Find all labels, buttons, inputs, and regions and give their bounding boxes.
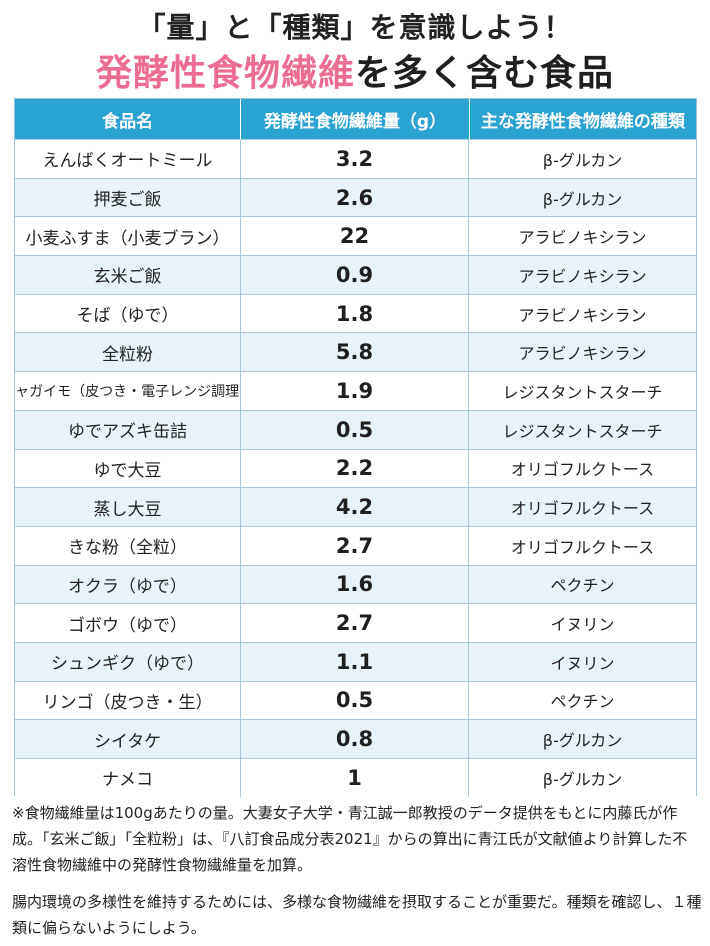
headline-rest: を多く含む食品	[355, 53, 615, 94]
fiber-type-cell: オリゴフルクトース	[510, 499, 655, 519]
fiber-type-cell: アラビノキシラン	[518, 228, 647, 248]
table-row: オクラ（ゆで） 1.6 ペクチン	[15, 564, 696, 604]
fiber-type-cell: β-グルカン	[542, 189, 623, 209]
fiber-amount-cell: 0.5	[241, 681, 469, 720]
fiber-amount-cell: 2.2	[241, 449, 469, 488]
table-row: ナメコ 1 β-グルカン	[15, 758, 696, 797]
table-row: 押麦ご飯 2.6 β-グルカン	[15, 177, 696, 217]
food-name-cell: シイタケ	[15, 720, 241, 758]
food-name-cell: そば（ゆで）	[15, 294, 241, 333]
table-row: シュンギク（ゆで） 1.1 イヌリン	[15, 641, 696, 681]
headline-top: 「量」と「種類」を意識しよう！	[137, 11, 573, 44]
fiber-amount-cell: 3.2	[241, 140, 469, 178]
table-row: ジャガイモ（皮つき・電子レンジ調理）1.9 レジスタントスターチ	[15, 371, 696, 410]
source-note: ※食物繊維量は100gあたりの量。大妻女子大学・青江誠一郎教授のデータ提供をもと…	[12, 804, 688, 874]
table-header: 食品名 発酵性食物繊維量（g） 主な発酵性食物繊維の種類	[15, 99, 696, 139]
table-row: シイタケ 0.8 β-グルカン	[15, 719, 696, 758]
food-name-cell: 小麦ふすま（小麦ブラン）	[15, 217, 241, 256]
table-row: 小麦ふすま（小麦ブラン） 22 アラビノキシラン	[15, 216, 696, 256]
fiber-amount-cell: 5.8	[241, 333, 469, 372]
food-name-cell: オクラ（ゆで）	[15, 565, 241, 604]
table-row: 蒸し大豆 4.2 オリゴフルクトース	[15, 487, 696, 526]
fiber-type-cell: オリゴフルクトース	[510, 537, 655, 557]
food-name-cell: 押麦ご飯	[15, 178, 241, 217]
table-row: 全粒粉 5.8 アラビノキシラン	[15, 332, 696, 372]
fiber-type-cell: レジスタントスターチ	[502, 421, 663, 441]
column-header-food: 食品名	[15, 99, 242, 139]
food-name-cell: ゆで大豆	[15, 449, 241, 488]
fiber-amount-cell: 2.7	[241, 526, 469, 565]
fiber-type-cell: レジスタントスターチ	[502, 382, 663, 402]
fiber-amount-cell: 1.9	[241, 372, 469, 410]
fiber-type-cell: ペクチン	[550, 692, 615, 712]
fiber-amount-cell: 0.9	[241, 256, 469, 294]
table-row: ゆで大豆 2.2 オリゴフルクトース	[15, 448, 696, 488]
food-name-cell: きな粉（全粒）	[15, 526, 241, 565]
table-row: 玄米ご飯 0.9 アラビノキシラン	[15, 255, 696, 294]
food-name-cell: リンゴ（皮つき・生）	[15, 681, 241, 720]
table-row: えんばくオートミール 3.2 β-グルカン	[15, 139, 696, 178]
fiber-type-cell: β-グルカン	[542, 769, 623, 789]
fiber-type-cell: アラビノキシラン	[518, 266, 647, 286]
fiber-type-cell: ペクチン	[550, 576, 615, 596]
fiber-amount-cell: 0.5	[241, 410, 469, 449]
fiber-type-cell: イヌリン	[550, 615, 615, 635]
headline-highlight: 発酵性食物繊維	[95, 53, 355, 94]
fiber-amount-cell: 1.6	[241, 565, 469, 604]
fiber-amount-cell: 22	[241, 217, 469, 256]
table-body: えんばくオートミール 3.2 β-グルカン 押麦ご飯 2.6 β-グルカン 小麦ふすま（小麦…	[15, 139, 696, 797]
column-header-amount: 発酵性食物繊維量（g）	[241, 99, 470, 139]
fiber-amount-cell: 1.8	[241, 294, 469, 333]
food-name-cell: シュンギク（ゆで）	[15, 642, 241, 681]
food-name-cell: えんばくオートミール	[15, 140, 241, 178]
fiber-amount-cell: 0.8	[241, 720, 469, 758]
fiber-type-cell: β-グルカン	[542, 150, 623, 170]
fiber-type-cell: アラビノキシラン	[518, 305, 647, 325]
headline-main: 発酵性食物繊維を多く含む食品	[0, 44, 710, 96]
food-name-cell: ゆでアズキ缶詰	[15, 410, 241, 449]
fiber-type-cell: アラビノキシラン	[518, 344, 647, 364]
fiber-table: 食品名 発酵性食物繊維量（g） 主な発酵性食物繊維の種類 えんばくオートミール 3…	[14, 98, 697, 797]
advice-note: 腸内環境の多様性を維持するためには、多様な食物繊維を摂取することが重要だ。種類を…	[12, 893, 702, 937]
table-row: そば（ゆで） 1.8 アラビノキシラン	[15, 293, 696, 333]
table-row: ゴボウ（ゆで） 2.7 イヌリン	[15, 603, 696, 642]
fiber-type-cell: β-グルカン	[542, 731, 623, 751]
fiber-type-cell: イヌリン	[550, 653, 615, 673]
food-name-cell: ジャガイモ（皮つき・電子レンジ調理）	[15, 372, 241, 410]
table-row: リンゴ（皮つき・生） 0.5 ペクチン	[15, 680, 696, 720]
fiber-amount-cell: 1.1	[241, 642, 469, 681]
food-name-cell: ナメコ	[15, 759, 241, 797]
fiber-amount-cell: 4.2	[241, 488, 469, 526]
fiber-amount-cell: 2.6	[241, 178, 469, 217]
food-name-cell: 蒸し大豆	[15, 488, 241, 526]
fiber-amount-cell: 2.7	[241, 604, 469, 642]
fiber-amount-cell: 1	[241, 759, 469, 797]
table-row: きな粉（全粒） 2.7 オリゴフルクトース	[15, 525, 696, 565]
fiber-type-cell: オリゴフルクトース	[510, 460, 655, 480]
food-name-cell: ゴボウ（ゆで）	[15, 604, 241, 642]
food-name-cell: 玄米ご飯	[15, 256, 241, 294]
column-header-type: 主な発酵性食物繊維の種類	[480, 111, 685, 132]
table-row: ゆでアズキ缶詰 0.5 レジスタントスターチ	[15, 409, 696, 449]
food-name-cell: 全粒粉	[15, 333, 241, 372]
